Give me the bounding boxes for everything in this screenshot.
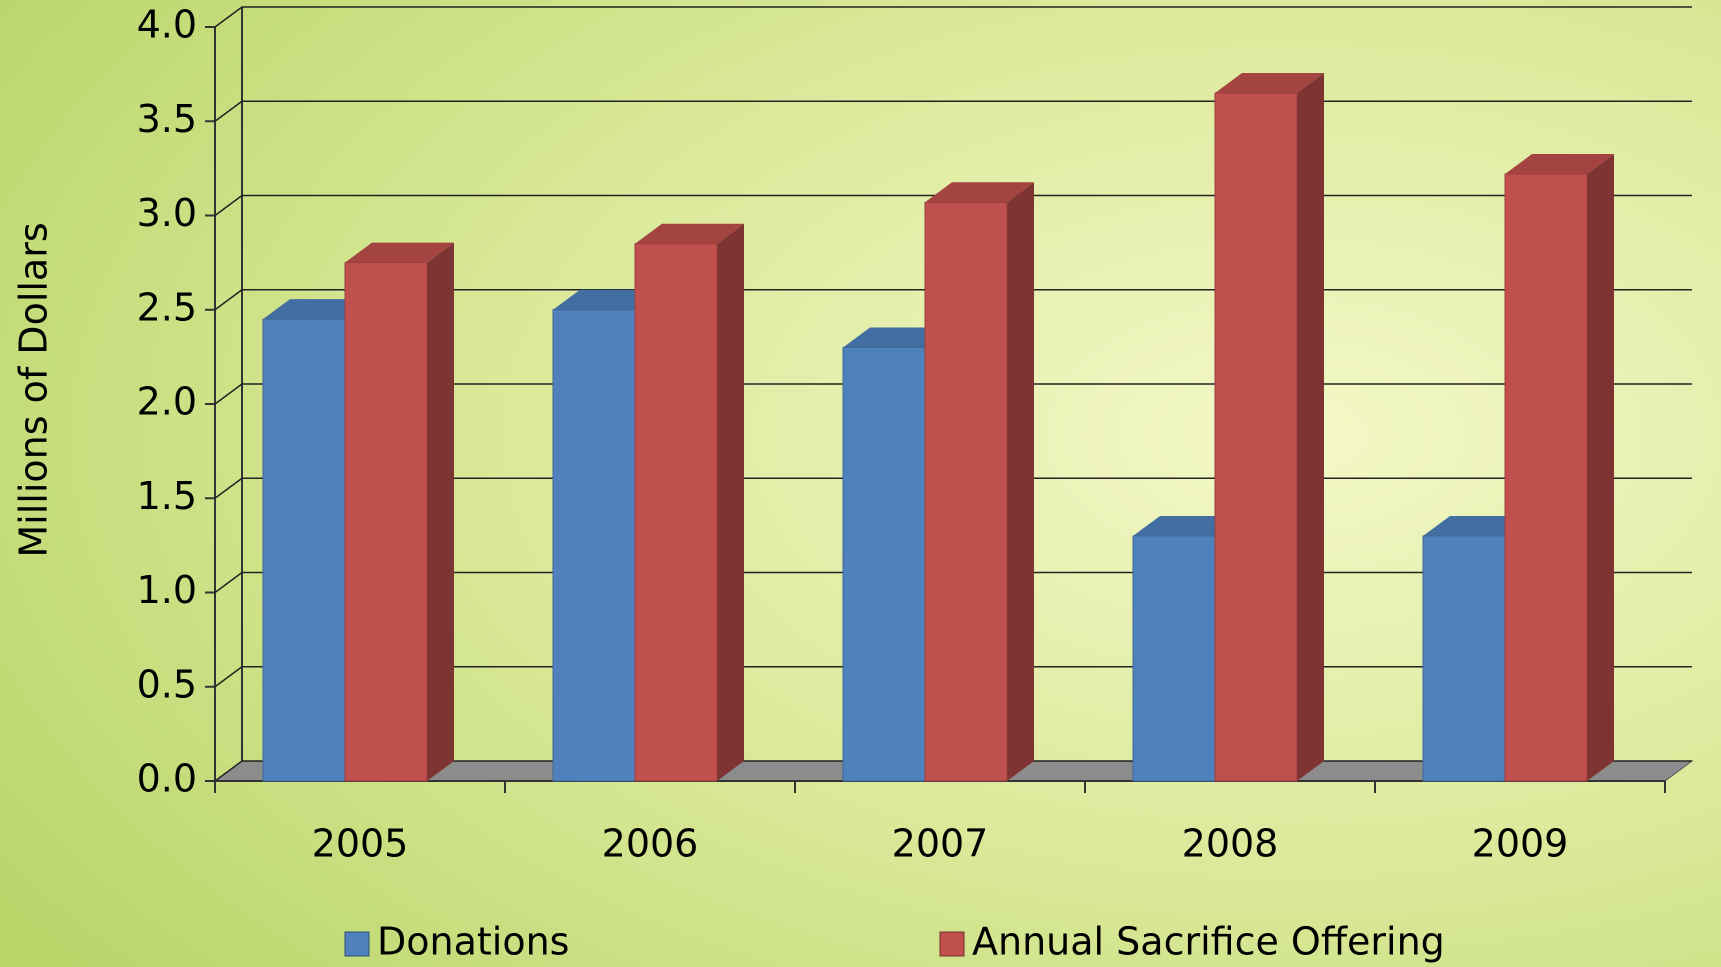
bar — [634, 243, 718, 782]
grid-diagonal — [214, 383, 243, 405]
bar-side — [717, 223, 744, 781]
legend-swatch — [344, 931, 370, 957]
bar — [344, 262, 428, 782]
bar — [552, 309, 636, 782]
bar — [842, 346, 926, 782]
grid-diagonal — [214, 6, 243, 28]
x-tick-label: 2009 — [1472, 822, 1569, 866]
y-tick-label: 4.0 — [137, 3, 197, 47]
legend-swatch — [939, 931, 965, 957]
y-tick-label: 3.5 — [137, 97, 197, 141]
bar — [262, 318, 346, 782]
x-tick-label: 2005 — [312, 822, 409, 866]
bar — [1214, 92, 1298, 782]
bar — [1132, 535, 1216, 782]
y-axis-title: Millions of Dollars — [12, 222, 56, 557]
y-tick-label: 1.5 — [137, 474, 197, 518]
y-tick-label: 0.5 — [137, 662, 197, 706]
bar-side — [427, 242, 454, 781]
grid-diagonal — [214, 100, 243, 122]
x-tick-label: 2006 — [602, 822, 699, 866]
bar — [1504, 173, 1588, 782]
y-tick-label: 0.0 — [137, 757, 197, 801]
y-tick-label: 3.0 — [137, 191, 197, 235]
bar-side — [1007, 182, 1034, 781]
bar — [924, 201, 1008, 782]
bar-top — [1505, 154, 1614, 175]
y-tick-label: 2.0 — [137, 380, 197, 424]
legend-label: Annual Sacrifice Offering — [972, 920, 1445, 964]
legend-label: Donations — [377, 920, 569, 964]
y-tick-label: 2.5 — [137, 285, 197, 329]
bar-top — [635, 223, 744, 244]
grid-diagonal — [214, 477, 243, 499]
bar-top — [925, 182, 1034, 203]
grid-diagonal — [214, 666, 243, 688]
bar-side — [1297, 72, 1324, 782]
bar-top — [345, 242, 454, 263]
grid-diagonal — [214, 571, 243, 594]
x-tick-label: 2007 — [892, 822, 989, 866]
grid-diagonal — [214, 194, 243, 217]
x-tick-label: 2008 — [1182, 822, 1279, 866]
grid-diagonal — [214, 289, 243, 311]
bar-side — [1587, 154, 1614, 781]
bar — [1422, 535, 1506, 782]
grid-diagonal — [214, 760, 243, 782]
y-tick-label: 1.0 — [137, 568, 197, 612]
bar-top — [1215, 72, 1324, 93]
